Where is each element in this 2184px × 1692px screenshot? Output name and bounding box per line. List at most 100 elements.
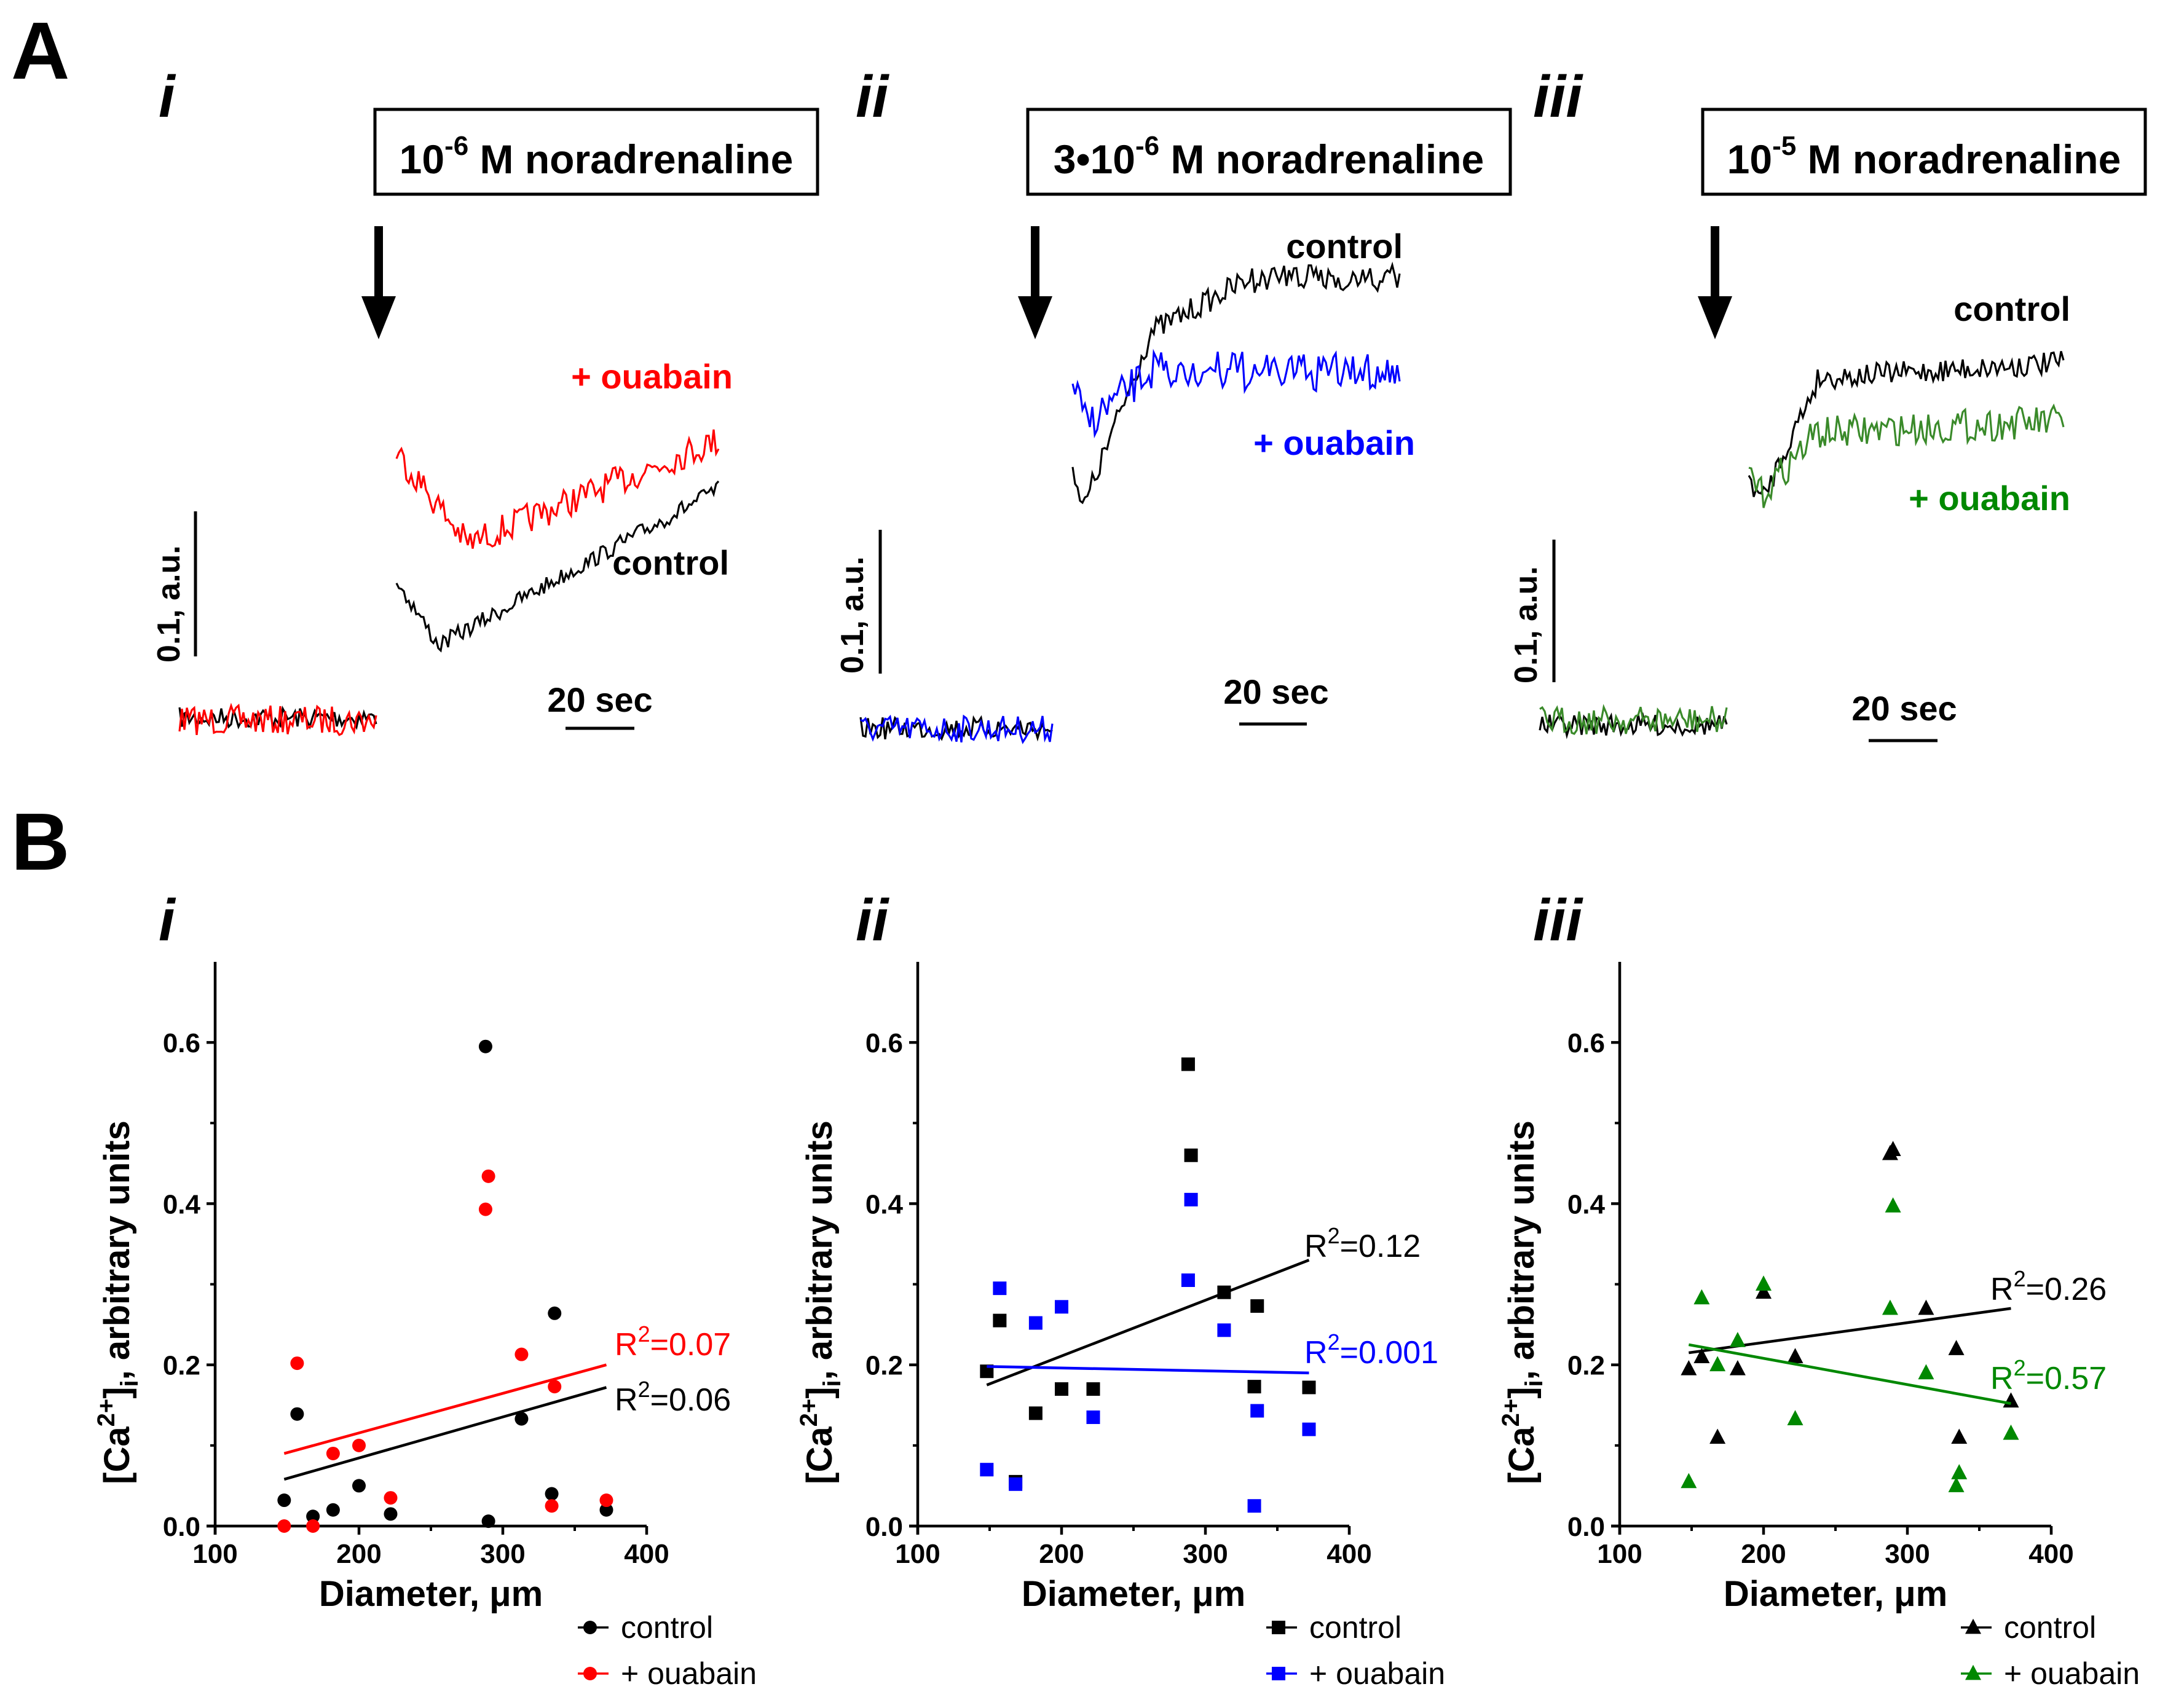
x-axis-label: Diameter, μm bbox=[1022, 1574, 1245, 1614]
series-ouabain: R2=0.001 bbox=[980, 1192, 1438, 1513]
data-point bbox=[1250, 1299, 1264, 1313]
data-point bbox=[1693, 1348, 1710, 1363]
data-point bbox=[481, 1169, 495, 1183]
panel-b-roman: ii bbox=[856, 887, 890, 953]
panel-a-ii-roman: ii bbox=[856, 64, 890, 130]
data-point bbox=[326, 1503, 340, 1517]
data-point bbox=[993, 1281, 1007, 1296]
legend-label: control bbox=[1309, 1610, 1401, 1645]
trace-control-response bbox=[1071, 261, 1401, 505]
legend-label: + ouabain bbox=[1309, 1656, 1445, 1691]
regression-line bbox=[283, 1363, 607, 1455]
legend-marker bbox=[1965, 1618, 1981, 1634]
legend-marker bbox=[1965, 1664, 1981, 1680]
y-axis-label: [Ca2+]i, arbitrary units bbox=[93, 1120, 143, 1484]
regression-line bbox=[283, 1386, 607, 1481]
stimulus-arrow-icon bbox=[361, 226, 396, 339]
panel-a-ii: ii 3•10-6 M noradrenaline control + ouab… bbox=[835, 64, 1512, 744]
data-point bbox=[326, 1446, 340, 1460]
x-tick-label: 200 bbox=[336, 1539, 381, 1569]
data-point bbox=[478, 1202, 492, 1216]
trace-ouabain-response bbox=[1748, 403, 2065, 508]
y-tick-label: 0.2 bbox=[163, 1351, 200, 1381]
y-tick-label: 0.2 bbox=[865, 1351, 903, 1381]
legend-label: control bbox=[2004, 1610, 2096, 1645]
panel-a-iii: iii 10-5 M noradrenaline control + ouaba… bbox=[1508, 64, 2147, 742]
trace-container bbox=[1539, 351, 2065, 739]
data-point bbox=[1756, 1283, 1772, 1299]
y-tick-label: 0.0 bbox=[865, 1512, 903, 1542]
series-control: R2=0.06 bbox=[277, 1039, 731, 1529]
r-squared-label: R2=0.26 bbox=[1990, 1266, 2107, 1307]
data-point bbox=[1184, 1192, 1198, 1206]
data-point bbox=[1302, 1422, 1316, 1436]
data-point bbox=[1009, 1477, 1023, 1491]
data-point bbox=[1247, 1380, 1261, 1394]
y-tick-label: 0.0 bbox=[1567, 1512, 1605, 1542]
scatter-chart-b-iii: iii 0.0 0.2 0.4 0.6 100 200 300 400 Diameter, μm [… bbox=[1497, 887, 2140, 1691]
trace-ouabain-baseline bbox=[178, 702, 377, 736]
data-point bbox=[1882, 1299, 1898, 1315]
scale-label-x: 20 sec bbox=[547, 680, 652, 719]
trace-control-response bbox=[1748, 351, 2065, 497]
data-point bbox=[1217, 1323, 1231, 1337]
data-point bbox=[1918, 1364, 1934, 1380]
scale-label-x: 20 sec bbox=[1851, 689, 1957, 728]
panel-b-label: B bbox=[11, 797, 69, 887]
y-axis-label: [Ca2+]i, arbitrary units bbox=[795, 1120, 846, 1484]
x-tick-label: 400 bbox=[624, 1539, 669, 1569]
data-point bbox=[1693, 1289, 1710, 1305]
trace-control-response bbox=[395, 480, 720, 653]
y-tick-label: 0.2 bbox=[1567, 1351, 1605, 1381]
x-tick-label: 200 bbox=[1039, 1539, 1084, 1569]
data-point bbox=[1028, 1316, 1043, 1330]
series-control: R2=0.12 bbox=[980, 1057, 1421, 1489]
data-point bbox=[1918, 1299, 1934, 1315]
data-point bbox=[514, 1347, 529, 1361]
scale-label-y: 0.1, a.u. bbox=[835, 556, 870, 674]
stimulus-label: 3•10-6 M noradrenaline bbox=[1054, 131, 1484, 182]
data-point bbox=[548, 1380, 562, 1394]
data-point bbox=[306, 1519, 320, 1533]
data-point bbox=[1756, 1275, 1772, 1291]
legend: control + ouabain bbox=[1266, 1610, 1445, 1691]
data-point bbox=[980, 1463, 994, 1477]
data-point bbox=[599, 1493, 613, 1508]
data-point bbox=[1729, 1360, 1746, 1375]
data-point bbox=[1181, 1057, 1195, 1071]
trace-ouabain-response bbox=[1071, 348, 1401, 439]
data-point bbox=[1885, 1197, 1901, 1213]
data-point bbox=[1787, 1410, 1804, 1425]
scale-label-y: 0.1, a.u. bbox=[151, 545, 187, 663]
x-axis-label: Diameter, μm bbox=[1724, 1574, 1947, 1614]
data-point bbox=[384, 1491, 398, 1505]
y-tick-label: 0.4 bbox=[865, 1189, 904, 1219]
data-point bbox=[290, 1407, 304, 1421]
series-ouabain: R2=0.07 bbox=[277, 1169, 731, 1533]
legend-label: + ouabain bbox=[621, 1656, 757, 1691]
data-point bbox=[1948, 1340, 1965, 1355]
y-tick-label: 0.4 bbox=[163, 1189, 201, 1219]
trace-container bbox=[178, 429, 720, 736]
r-squared-label: R2=0.06 bbox=[615, 1377, 731, 1418]
data-point bbox=[277, 1519, 291, 1533]
x-tick-label: 400 bbox=[2028, 1539, 2073, 1569]
trace-label-control: control bbox=[612, 543, 729, 582]
data-point bbox=[1250, 1404, 1264, 1418]
stimulus-label: 10-5 M noradrenaline bbox=[1727, 131, 2121, 182]
data-point bbox=[1086, 1410, 1100, 1424]
data-point bbox=[1302, 1380, 1316, 1395]
y-axis-label: [Ca2+]i, arbitrary units bbox=[1497, 1120, 1548, 1484]
legend-marker bbox=[583, 1667, 597, 1680]
data-point bbox=[980, 1364, 994, 1379]
data-point bbox=[1181, 1273, 1195, 1288]
data-point bbox=[352, 1479, 366, 1493]
data-point bbox=[1055, 1300, 1068, 1314]
x-tick-label: 300 bbox=[1885, 1539, 1930, 1569]
stimulus-label: 10-6 M noradrenaline bbox=[400, 131, 794, 182]
x-tick-label: 100 bbox=[192, 1539, 237, 1569]
legend-marker bbox=[583, 1621, 597, 1634]
data-point bbox=[1709, 1356, 1726, 1372]
trace-ouabain-response bbox=[395, 429, 720, 549]
